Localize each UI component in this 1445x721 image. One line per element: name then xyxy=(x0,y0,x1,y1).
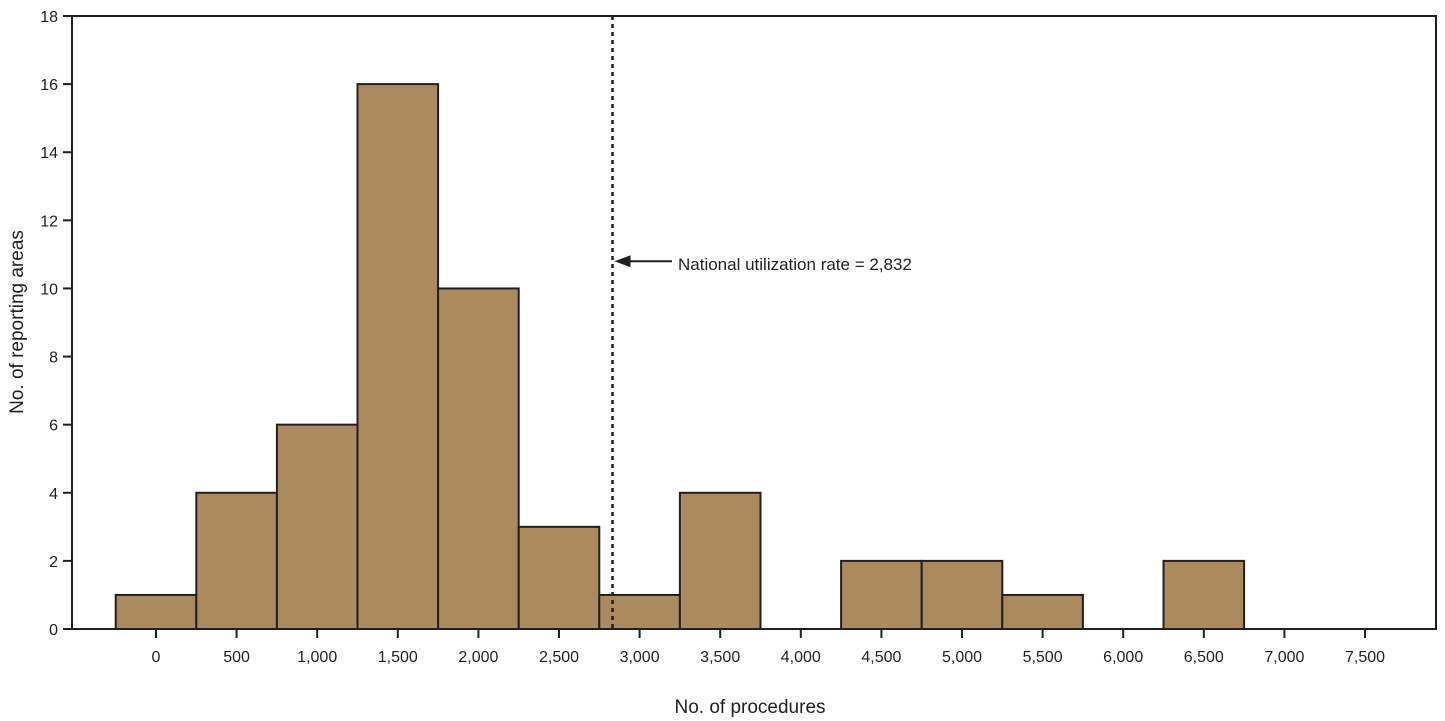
annotation-arrow-head xyxy=(614,255,631,268)
bar-6500 xyxy=(1162,559,1246,631)
reference-line-group xyxy=(611,16,672,629)
x-tick-label-3500: 3,500 xyxy=(700,649,740,666)
y-tick-label-10: 10 xyxy=(40,281,58,298)
x-tick-label-2500: 2,500 xyxy=(539,649,579,666)
x-tick-label-500: 500 xyxy=(223,649,250,666)
x-tick-label-4000: 4,000 xyxy=(781,649,821,666)
y-tick-label-12: 12 xyxy=(40,213,58,230)
x-axis-title: No. of procedures xyxy=(674,697,825,718)
bar-2000 xyxy=(437,287,520,630)
x-tick-label-5000: 5,000 xyxy=(942,649,982,666)
x-tick-label-3000: 3,000 xyxy=(620,649,660,666)
y-tick-label-14: 14 xyxy=(40,145,58,162)
x-tick-label-6000: 6,000 xyxy=(1103,649,1143,666)
bars-group xyxy=(114,83,1246,631)
y-tick-label-18: 18 xyxy=(40,9,58,26)
y-axis: 0 2 4 6 8 10 12 14 16 18 xyxy=(40,9,72,639)
bar-4500 xyxy=(840,559,923,631)
bar-0 xyxy=(114,593,198,631)
x-tick-label-7000: 7,000 xyxy=(1264,649,1304,666)
bar-2500 xyxy=(517,525,601,630)
x-tick-label-7500: 7,500 xyxy=(1345,649,1385,666)
x-tick-label-2000: 2,000 xyxy=(458,649,498,666)
x-tick-label-4500: 4,500 xyxy=(861,649,901,666)
bar-500 xyxy=(195,491,278,630)
y-tick-label-2: 2 xyxy=(49,554,58,571)
bar-5000 xyxy=(920,559,1004,631)
y-tick-label-0: 0 xyxy=(49,622,58,639)
x-tick-label-5500: 5,500 xyxy=(1023,649,1063,666)
annotation-label: National utilization rate = 2,832 xyxy=(678,255,912,274)
bar-1500 xyxy=(356,83,440,631)
y-axis-title: No. of reporting areas xyxy=(7,230,28,414)
bar-1000 xyxy=(275,423,359,630)
x-tick-label-0: 0 xyxy=(152,649,161,666)
x-axis: 0 500 1,000 1,500 2,000 2,500 3,000 3,500 4,000 4… xyxy=(152,629,1385,666)
x-tick-label-6500: 6,500 xyxy=(1184,649,1224,666)
bar-3500 xyxy=(678,491,762,630)
bar-5500 xyxy=(1001,593,1084,631)
y-tick-label-6: 6 xyxy=(49,418,58,435)
x-tick-label-1000: 1,000 xyxy=(297,649,337,666)
x-tick-label-1500: 1,500 xyxy=(378,649,418,666)
y-tick-label-4: 4 xyxy=(49,486,58,503)
y-tick-label-8: 8 xyxy=(49,350,58,367)
y-tick-label-16: 16 xyxy=(40,77,58,94)
